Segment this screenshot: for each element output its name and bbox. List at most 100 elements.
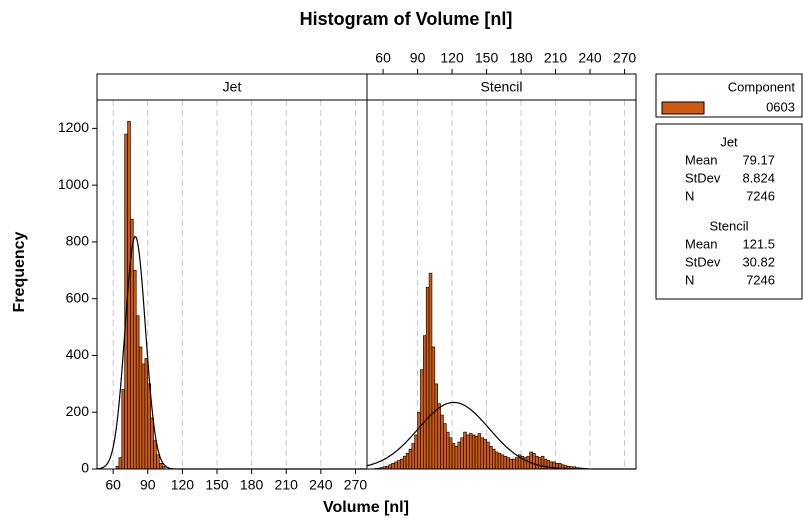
bar (156, 454, 160, 470)
stats-value: 30.82 (742, 254, 775, 269)
x-tick-label: 150 (475, 50, 499, 66)
bar (535, 455, 539, 470)
bar (448, 437, 453, 470)
bar (500, 454, 505, 470)
bar (150, 417, 154, 470)
bar (144, 357, 149, 470)
x-tick-label: 60 (375, 50, 391, 66)
x-tick-label: 270 (344, 477, 368, 493)
bar (440, 414, 444, 470)
y-tick-label: 400 (66, 346, 90, 362)
bar (388, 464, 393, 470)
panel-title: Stencil (480, 79, 522, 95)
bar (489, 445, 493, 470)
bar (138, 346, 143, 470)
stats-label: StDev (685, 254, 721, 269)
legend-title: Component (728, 79, 796, 94)
bar (133, 270, 137, 470)
bar (420, 369, 424, 470)
bar (483, 438, 487, 470)
bar (529, 451, 533, 470)
bar (159, 463, 163, 470)
bar (509, 458, 513, 470)
bar (153, 440, 157, 470)
bar (497, 453, 502, 470)
bar (423, 335, 427, 470)
bar (471, 434, 476, 470)
bar (454, 445, 459, 470)
y-tick-label: 1200 (58, 119, 89, 135)
bar (408, 448, 413, 470)
x-tick-label: 180 (509, 50, 533, 66)
stats-value: 8.824 (742, 170, 775, 185)
x-tick-label: 180 (240, 477, 264, 493)
x-axis-label: Volume [nl] (323, 499, 409, 516)
x-tick-label: 210 (544, 50, 568, 66)
x-tick-label: 240 (309, 477, 333, 493)
x-tick-label: 90 (410, 50, 426, 66)
bar (466, 434, 470, 470)
bar (135, 315, 140, 470)
bar (543, 458, 548, 470)
stats-value: 121.5 (742, 236, 775, 251)
y-tick-label: 200 (66, 403, 90, 419)
stats-value: 79.17 (742, 152, 775, 167)
bar (405, 453, 410, 470)
bar (431, 346, 436, 470)
bar (443, 423, 447, 470)
bar (434, 383, 438, 470)
y-tick-label: 1000 (58, 176, 89, 192)
stats-label: Mean (685, 236, 718, 251)
panel-title: Jet (223, 79, 242, 95)
stats-label: StDev (685, 170, 721, 185)
x-tick-label: 150 (205, 477, 229, 493)
bar (402, 455, 407, 470)
bar (506, 457, 510, 470)
x-tick-label: 90 (140, 477, 156, 493)
panel-strip (366, 73, 637, 101)
x-tick-label: 270 (613, 50, 637, 66)
bar (394, 461, 398, 470)
legend-label: 0603 (766, 99, 795, 114)
bar (463, 431, 467, 470)
bar (118, 457, 123, 470)
x-tick-label: 60 (105, 477, 121, 493)
stats-group: Stencil (709, 218, 748, 233)
x-tick-label: 120 (171, 477, 195, 493)
stats-label: N (685, 188, 694, 203)
x-tick-label: 210 (275, 477, 299, 493)
bar (437, 403, 441, 470)
stats-value: 7246 (746, 272, 775, 287)
chart-title: Histogram of Volume [nl] (300, 9, 513, 29)
bar (537, 457, 542, 470)
stats-box (655, 123, 803, 300)
bar (414, 434, 418, 470)
bar (532, 453, 536, 470)
legend-swatch (661, 101, 705, 115)
bar (446, 431, 450, 470)
bar (411, 443, 416, 470)
y-tick-label: 800 (66, 233, 90, 249)
panel-strip (96, 73, 368, 101)
y-axis-label: Frequency (11, 231, 28, 312)
bar (512, 458, 516, 470)
bar (425, 287, 430, 470)
bar (514, 457, 519, 470)
bar (486, 441, 490, 470)
bar (477, 433, 482, 470)
stats-label: N (685, 272, 694, 287)
bar (460, 437, 464, 470)
bar (492, 448, 496, 470)
bar (451, 443, 456, 470)
x-tick-label: 240 (578, 50, 602, 66)
bar (503, 455, 507, 470)
stats-value: 7246 (746, 188, 775, 203)
bar (480, 437, 484, 470)
x-tick-label: 120 (440, 50, 464, 66)
bar (147, 383, 151, 470)
bar (417, 411, 421, 470)
bar (469, 433, 473, 470)
bar (457, 441, 461, 470)
bar (121, 389, 125, 470)
